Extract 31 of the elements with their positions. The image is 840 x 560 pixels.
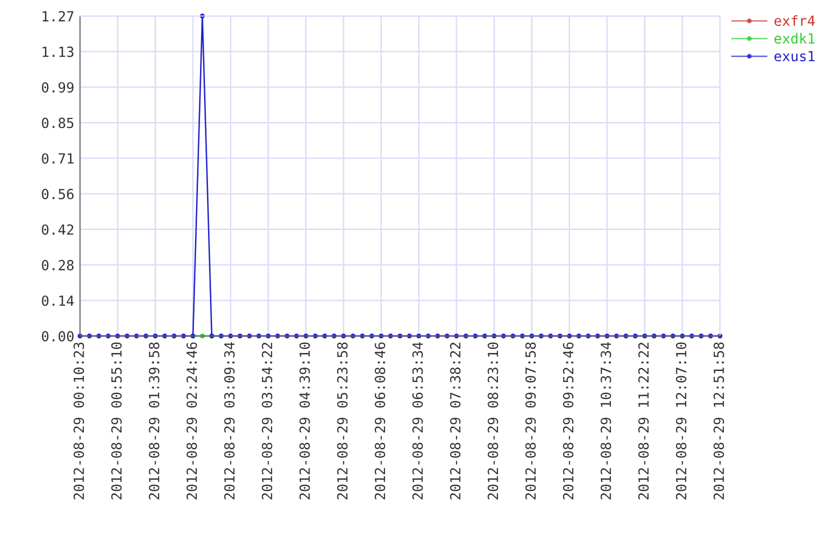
y-tick-label: 1.27	[42, 11, 74, 22]
x-tick-label: 2012-08-29 06:53:34	[412, 342, 423, 500]
x-tick-label: 2012-08-29 02:24:46	[186, 342, 198, 500]
x-tick-label: 2012-08-29 08:23:10	[488, 342, 498, 500]
x-tick-label: 2012-08-29 03:09:34	[224, 342, 235, 500]
y-tick-label: 0.00	[42, 331, 74, 342]
x-tick-label: 2012-08-29 04:39:10	[299, 342, 310, 500]
x-tick-label: 2012-08-29 07:38:22	[450, 342, 461, 500]
legend-label: exus1	[774, 51, 814, 62]
y-tick-label: 0.71	[42, 153, 74, 164]
x-tick-label: 2012-08-29 12:51:58	[714, 342, 724, 500]
x-tick-label: 2012-08-29 06:08:46	[374, 342, 386, 500]
x-tick-label: 2012-08-29 10:37:34	[600, 342, 612, 500]
y-tick-label: 1.13	[42, 46, 74, 58]
x-tick-label: 2012-08-29 00:55:10	[111, 342, 122, 500]
legend-label: exfr4	[774, 15, 815, 26]
y-tick-label: 0.42	[42, 224, 74, 235]
x-tick-label: 2012-08-29 01:39:58	[148, 342, 160, 500]
y-tick-label: 0.28	[42, 260, 74, 270]
x-tick-label: 2012-08-29 11:22:22	[638, 342, 649, 500]
y-tick-label: 0.99	[42, 82, 74, 93]
x-tick-label: 2012-08-29 12:07:10	[676, 342, 686, 500]
y-tick-label: 0.85	[42, 118, 74, 128]
x-tick-label: 2012-08-29 03:54:22	[262, 342, 272, 500]
legend-label: exdk1	[774, 32, 814, 44]
x-tick-label: 2012-08-29 00:10:23	[74, 342, 84, 500]
x-tick-label: 2012-08-29 09:52:46	[562, 342, 574, 500]
x-tick-label: 2012-08-29 09:07:58	[525, 342, 536, 500]
x-tick-label: 2012-08-29 05:23:58	[337, 342, 348, 500]
y-tick-label: 0.56	[42, 188, 74, 200]
y-tick-label: 0.14	[42, 295, 74, 306]
